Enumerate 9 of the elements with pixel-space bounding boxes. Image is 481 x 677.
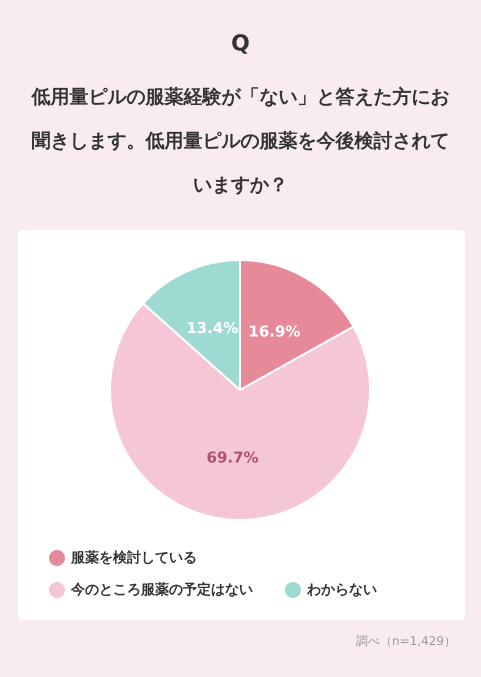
- data-label: 69.7%: [206, 448, 259, 467]
- legend-label: わからない: [306, 582, 377, 598]
- legend-label: 服薬を検討している: [70, 550, 197, 566]
- text: 調べ（n=1,429）: [356, 634, 456, 648]
- chart-subtitle: 低用量ピルの服薬経験が「ない」と答えた方にお聞きします。低用量ピルの服薬を今後検討されていますか？: [30, 86, 450, 196]
- chart-title: Q: [231, 32, 250, 56]
- legend-label: 今のところ服薬の予定はない: [70, 581, 253, 598]
- data-label: 13.4%: [186, 318, 238, 337]
- data-label: 16.9%: [248, 322, 300, 340]
